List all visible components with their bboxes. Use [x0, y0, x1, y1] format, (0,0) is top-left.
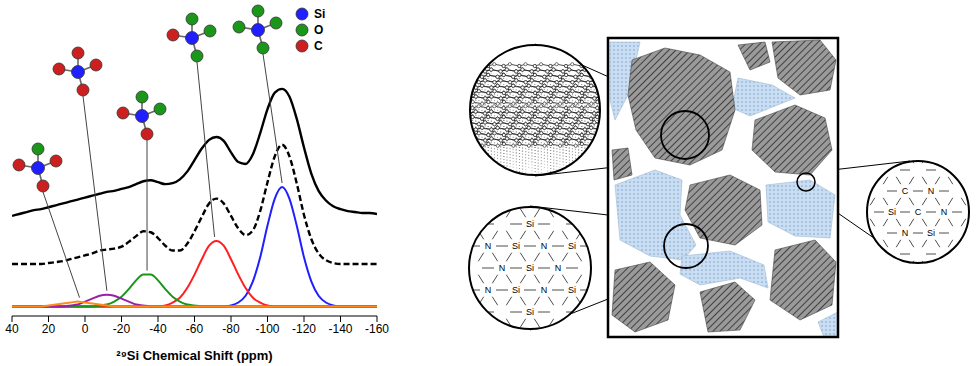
svg-text:Si: Si — [526, 219, 534, 229]
svg-text:Si: Si — [888, 207, 896, 217]
svg-text:-120: -120 — [292, 322, 316, 336]
svg-text:O: O — [314, 23, 323, 37]
svg-text:Si: Si — [568, 285, 576, 295]
svg-text:Si: Si — [512, 285, 520, 295]
svg-text:N: N — [485, 285, 492, 295]
svg-text:C: C — [314, 39, 323, 53]
svg-text:N: N — [499, 263, 506, 273]
svg-text:Si: Si — [314, 7, 325, 21]
svg-text:-40: -40 — [149, 322, 167, 336]
svg-text:-140: -140 — [328, 322, 352, 336]
svg-text:C: C — [902, 186, 909, 196]
svg-text:Si: Si — [512, 241, 520, 251]
svg-text:Si: Si — [526, 263, 534, 273]
svg-text:-100: -100 — [255, 322, 279, 336]
svg-text:0: 0 — [82, 322, 89, 336]
svg-text:N: N — [902, 228, 909, 238]
svg-text:²⁹Si Chemical Shift (ppm): ²⁹Si Chemical Shift (ppm) — [116, 348, 272, 363]
svg-text:20: 20 — [42, 322, 56, 336]
svg-text:Si: Si — [927, 228, 935, 238]
svg-text:Si: Si — [568, 241, 576, 251]
svg-text:N: N — [541, 241, 548, 251]
svg-text:N: N — [928, 186, 935, 196]
svg-text:C: C — [915, 207, 922, 217]
svg-text:-160: -160 — [365, 322, 389, 336]
svg-text:N: N — [941, 207, 948, 217]
svg-text:N: N — [485, 241, 492, 251]
svg-text:-20: -20 — [113, 322, 131, 336]
svg-text:N: N — [555, 263, 562, 273]
svg-text:40: 40 — [5, 322, 19, 336]
svg-text:N: N — [541, 285, 548, 295]
svg-text:-60: -60 — [186, 322, 204, 336]
svg-text:-80: -80 — [222, 322, 240, 336]
svg-text:Si: Si — [526, 307, 534, 317]
